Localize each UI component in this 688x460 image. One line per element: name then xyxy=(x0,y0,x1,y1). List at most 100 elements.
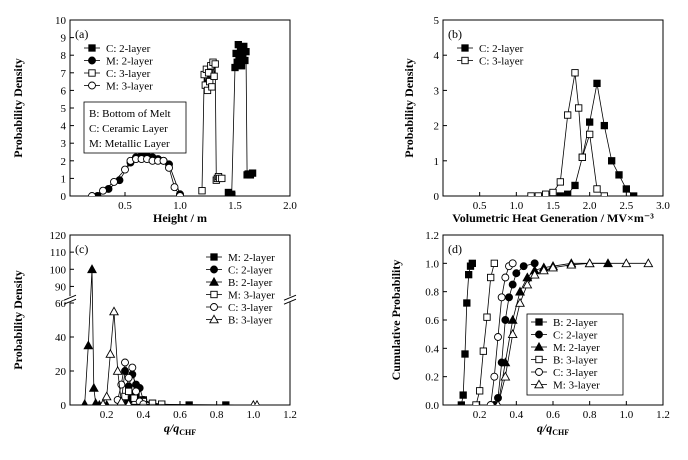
x-axis-label: q/qCHF xyxy=(537,421,569,437)
data-point xyxy=(121,165,129,174)
y-tick-label: 100 xyxy=(50,264,67,276)
legend-marker xyxy=(209,314,219,324)
data-point xyxy=(515,297,525,307)
data-point xyxy=(254,399,260,405)
y-tick-label: 4 xyxy=(434,50,440,62)
legend-marker xyxy=(535,355,543,364)
series-c-3-layer xyxy=(198,58,226,195)
data-point xyxy=(170,183,179,192)
data-point xyxy=(548,262,558,272)
legend-entry-label: C: 2-layer xyxy=(228,265,273,277)
x-tick-label: 0.4 xyxy=(509,409,523,421)
x-axis-label: Volumetric Heat Generation / MV×m⁻³ xyxy=(452,211,654,225)
data-point xyxy=(622,185,630,193)
series-line xyxy=(560,83,634,196)
annotation-line: M: Metallic Layer xyxy=(89,138,170,150)
data-point xyxy=(542,190,550,196)
legend-entry-label: B: 2-layer xyxy=(553,317,598,329)
data-point xyxy=(564,111,572,119)
data-point xyxy=(101,391,112,401)
y-tick-label: 90 xyxy=(55,281,67,293)
x-tick-label: 0.4 xyxy=(136,409,150,421)
data-point xyxy=(527,192,535,196)
y-axis-label: Probability Density xyxy=(402,58,416,157)
data-point xyxy=(208,83,216,91)
data-point xyxy=(615,171,623,179)
data-point xyxy=(494,333,502,341)
data-point xyxy=(88,382,99,392)
y-tick-label: 10 xyxy=(55,15,67,27)
data-point xyxy=(534,192,542,196)
legend-entry-label: C: 3-layer xyxy=(553,367,598,379)
data-point xyxy=(495,399,501,405)
data-point xyxy=(600,192,608,196)
data-point xyxy=(228,190,236,196)
y-tick-label: 2 xyxy=(434,121,440,133)
legend-marker xyxy=(534,379,544,389)
data-point xyxy=(210,72,218,80)
legend-entry-label: C: 3-layer xyxy=(479,56,524,68)
series-c-2-layer xyxy=(224,40,257,196)
data-point xyxy=(497,293,506,302)
data-point xyxy=(109,306,119,316)
y-tick-label: 0.6 xyxy=(425,315,439,327)
x-tick-label: 0.5 xyxy=(473,200,487,212)
y-tick-label: 3 xyxy=(61,138,67,150)
data-point xyxy=(630,192,638,196)
annotation-line: C: Ceramic Layer xyxy=(89,123,168,135)
data-point xyxy=(586,118,594,126)
x-axis-label: Height / m xyxy=(153,211,207,225)
data-point xyxy=(176,192,184,196)
data-point xyxy=(457,401,465,405)
legend-entry-label: M: 2-layer xyxy=(228,252,275,264)
data-point xyxy=(487,273,495,282)
data-point xyxy=(600,121,608,130)
series-m-3-layer xyxy=(495,258,654,405)
data-point xyxy=(512,269,521,278)
axis-break-mark xyxy=(63,294,77,301)
y-tick-label: 7 xyxy=(61,68,67,80)
axis-break-mark xyxy=(63,298,77,305)
data-point xyxy=(505,293,513,302)
data-point xyxy=(508,259,517,268)
series-line xyxy=(84,269,107,405)
series-m-3-layer xyxy=(88,155,184,196)
axis-break-mark xyxy=(283,294,297,301)
panel-label: (a) xyxy=(75,27,88,41)
x-tick-label: 0.8 xyxy=(210,409,224,421)
legend-marker xyxy=(535,368,543,376)
panel-label: (b) xyxy=(448,27,462,41)
y-tick-label: 1 xyxy=(434,156,440,168)
y-tick-label: 110 xyxy=(50,247,67,259)
series-c-2-layer xyxy=(490,259,539,405)
data-point xyxy=(125,387,133,396)
data-point xyxy=(486,401,495,405)
data-point xyxy=(564,190,572,196)
x-tick-label: 1.0 xyxy=(246,409,260,421)
x-tick-label: 1.0 xyxy=(509,200,523,212)
data-point xyxy=(519,262,528,271)
legend-marker xyxy=(461,56,469,65)
x-tick-label: 0.6 xyxy=(173,409,187,421)
series-line xyxy=(475,263,495,405)
data-point xyxy=(468,259,476,267)
legend-marker xyxy=(461,44,469,52)
legend-marker xyxy=(210,303,218,311)
data-point xyxy=(621,258,632,268)
x-tick-label: 3.0 xyxy=(656,200,670,212)
x-axis-label: q/qCHF xyxy=(164,421,196,437)
series-b-3-layer xyxy=(472,259,498,405)
data-point xyxy=(508,280,517,289)
series-b-3-layer xyxy=(99,306,260,405)
data-point xyxy=(472,401,480,405)
x-tick-label: 2.0 xyxy=(283,200,297,212)
data-point xyxy=(87,264,97,274)
annotation-box: B: Bottom of Melt C: Ceramic Layer M: Meta… xyxy=(83,101,187,154)
series-c-3-layer xyxy=(527,69,608,196)
x-tick-label: 1.5 xyxy=(228,200,242,212)
legend-entry-label: B: 3-layer xyxy=(553,355,598,367)
y-tick-label: 5 xyxy=(434,15,440,27)
x-tick-label: 1.0 xyxy=(619,409,633,421)
